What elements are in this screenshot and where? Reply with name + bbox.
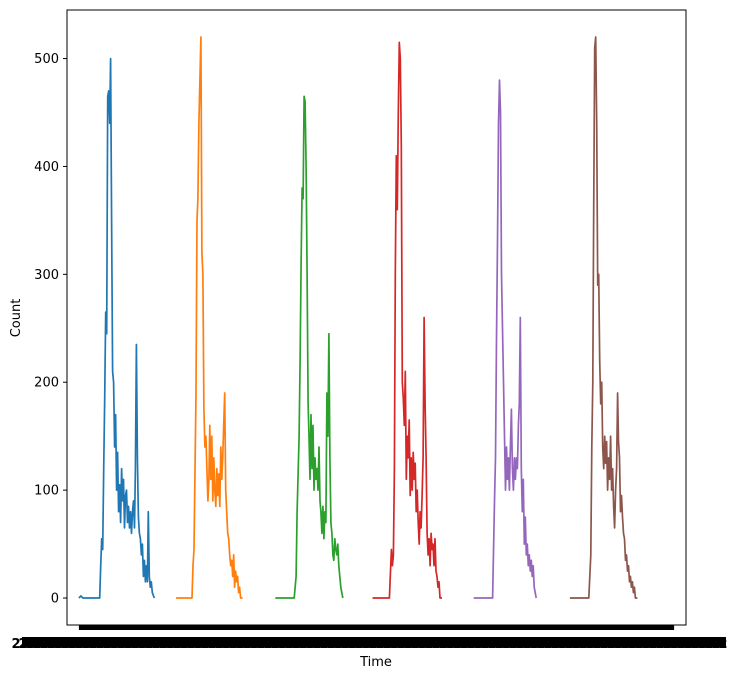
series-line-1 [78, 57, 156, 599]
series-line-5 [473, 79, 538, 599]
x-tick-labels-overlap-band [22, 637, 726, 647]
y-tick-label: 500 [34, 52, 59, 67]
y-axis: 0 100 200 300 400 500 [34, 52, 67, 607]
series-line-6 [569, 36, 638, 599]
series-line-2 [176, 36, 243, 599]
y-tick-label: 400 [34, 160, 59, 175]
series-line-3 [275, 95, 344, 599]
x-axis: 2222222222222222222222222222222222222222… [11, 625, 728, 652]
y-tick-label: 300 [34, 268, 59, 283]
y-axis-label: Count [9, 299, 24, 338]
series-line-4 [372, 41, 442, 599]
y-tick-label: 100 [34, 484, 59, 499]
x-tick-marks-band [78, 625, 675, 630]
x-axis-label: Time [359, 655, 392, 670]
x-tick-label: 2 [11, 637, 20, 652]
series-layer [78, 36, 638, 599]
y-tick-label: 200 [34, 376, 59, 391]
y-tick-label: 0 [51, 592, 59, 607]
